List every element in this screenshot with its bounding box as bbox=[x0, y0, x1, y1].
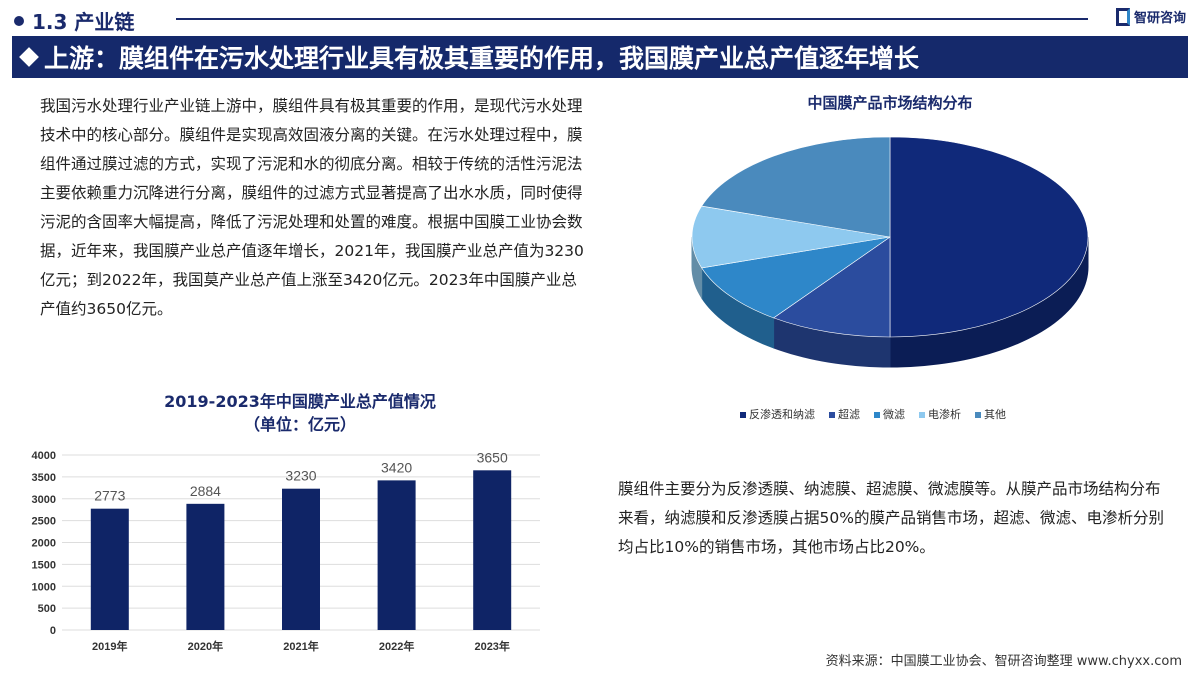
legend-label: 超滤 bbox=[838, 408, 860, 421]
logo-text: 智研咨询 bbox=[1133, 11, 1186, 26]
bar bbox=[473, 470, 512, 630]
pie-slice bbox=[701, 136, 891, 238]
legend-item: 反渗透和纳滤 bbox=[740, 406, 815, 422]
logo: 智研咨询 bbox=[1115, 7, 1186, 26]
bar bbox=[90, 508, 129, 630]
y-tick-label: 500 bbox=[38, 603, 56, 615]
legend-item: 电渗析 bbox=[919, 406, 961, 422]
bullet-icon bbox=[14, 15, 24, 26]
section-title: 1.3 产业链 bbox=[32, 10, 135, 34]
legend-item: 其他 bbox=[975, 406, 1006, 422]
legend-swatch bbox=[919, 412, 925, 418]
legend-label: 反渗透和纳滤 bbox=[749, 408, 815, 421]
y-tick-label: 0 bbox=[50, 625, 56, 637]
y-tick-label: 2000 bbox=[32, 538, 56, 550]
bar-chart-subtitle: （单位：亿元） bbox=[243, 415, 356, 434]
pie-slice bbox=[889, 136, 1089, 338]
legend-swatch bbox=[975, 412, 981, 418]
divider bbox=[176, 18, 1088, 20]
data-label: 2884 bbox=[190, 483, 221, 499]
y-tick-label: 3500 bbox=[32, 472, 56, 484]
data-label: 3420 bbox=[381, 459, 412, 475]
bar-chart-title: 2019-2023年中国膜产业总产值情况 bbox=[164, 392, 436, 411]
pie-slice bbox=[701, 236, 891, 319]
y-tick-label: 2500 bbox=[32, 516, 56, 528]
bar bbox=[186, 503, 225, 630]
section-heading: 1.3 产业链 bbox=[14, 6, 134, 35]
legend-swatch bbox=[829, 412, 835, 418]
data-label: 3650 bbox=[477, 449, 508, 465]
banner-title: 上游：膜组件在污水处理行业具有极其重要的作用，我国膜产业总产值逐年增长 bbox=[44, 44, 920, 73]
bar bbox=[377, 480, 416, 630]
x-tick-label: 2022年 bbox=[379, 639, 414, 653]
y-tick-label: 1500 bbox=[32, 559, 56, 571]
intro-paragraph: 我国污水处理行业产业链上游中，膜组件具有极其重要的作用，是现代污水处理技术中的核… bbox=[40, 97, 584, 318]
legend-label: 其他 bbox=[984, 408, 1006, 421]
diamond-icon bbox=[19, 47, 39, 67]
bar-chart: 0 500 1000 1500 2000 2500 3000 3500 4000 2773 2019… bbox=[32, 449, 540, 653]
banner: 上游：膜组件在污水处理行业具有极其重要的作用，我国膜产业总产值逐年增长 bbox=[12, 36, 1188, 78]
legend-item: 微滤 bbox=[874, 406, 905, 422]
pie-chart-title: 中国膜产品市场结构分布 bbox=[807, 94, 973, 112]
data-label: 2773 bbox=[94, 488, 125, 504]
logo-icon bbox=[1115, 7, 1130, 26]
legend-label: 电渗析 bbox=[928, 408, 961, 421]
x-tick-label: 2021年 bbox=[283, 639, 318, 653]
pie-slice bbox=[691, 205, 891, 269]
x-tick-label: 2019年 bbox=[92, 639, 127, 653]
y-tick-label: 1000 bbox=[32, 581, 56, 593]
source-note: 资料来源：中国膜工业协会、智研咨询整理 www.chyxx.com bbox=[825, 654, 1182, 669]
y-tick-label: 3000 bbox=[32, 494, 56, 506]
pie-chart bbox=[691, 136, 1089, 368]
legend-item: 超滤 bbox=[829, 406, 860, 422]
bar bbox=[282, 488, 320, 630]
x-tick-label: 2020年 bbox=[188, 639, 223, 653]
legend-swatch bbox=[874, 412, 880, 418]
y-tick-label: 4000 bbox=[32, 450, 56, 462]
data-label: 3230 bbox=[285, 468, 316, 484]
pie-slice bbox=[772, 236, 891, 338]
legend-swatch bbox=[740, 412, 746, 418]
pie-legend: 反渗透和纳滤 超滤 微滤 电渗析 其他 bbox=[740, 406, 1006, 422]
x-tick-label: 2023年 bbox=[474, 639, 509, 653]
legend-label: 微滤 bbox=[883, 408, 905, 421]
market-paragraph: 膜组件主要分为反渗透膜、纳滤膜、超滤膜、微滤膜等。从膜产品市场结构分布来看，纳滤… bbox=[618, 480, 1164, 556]
